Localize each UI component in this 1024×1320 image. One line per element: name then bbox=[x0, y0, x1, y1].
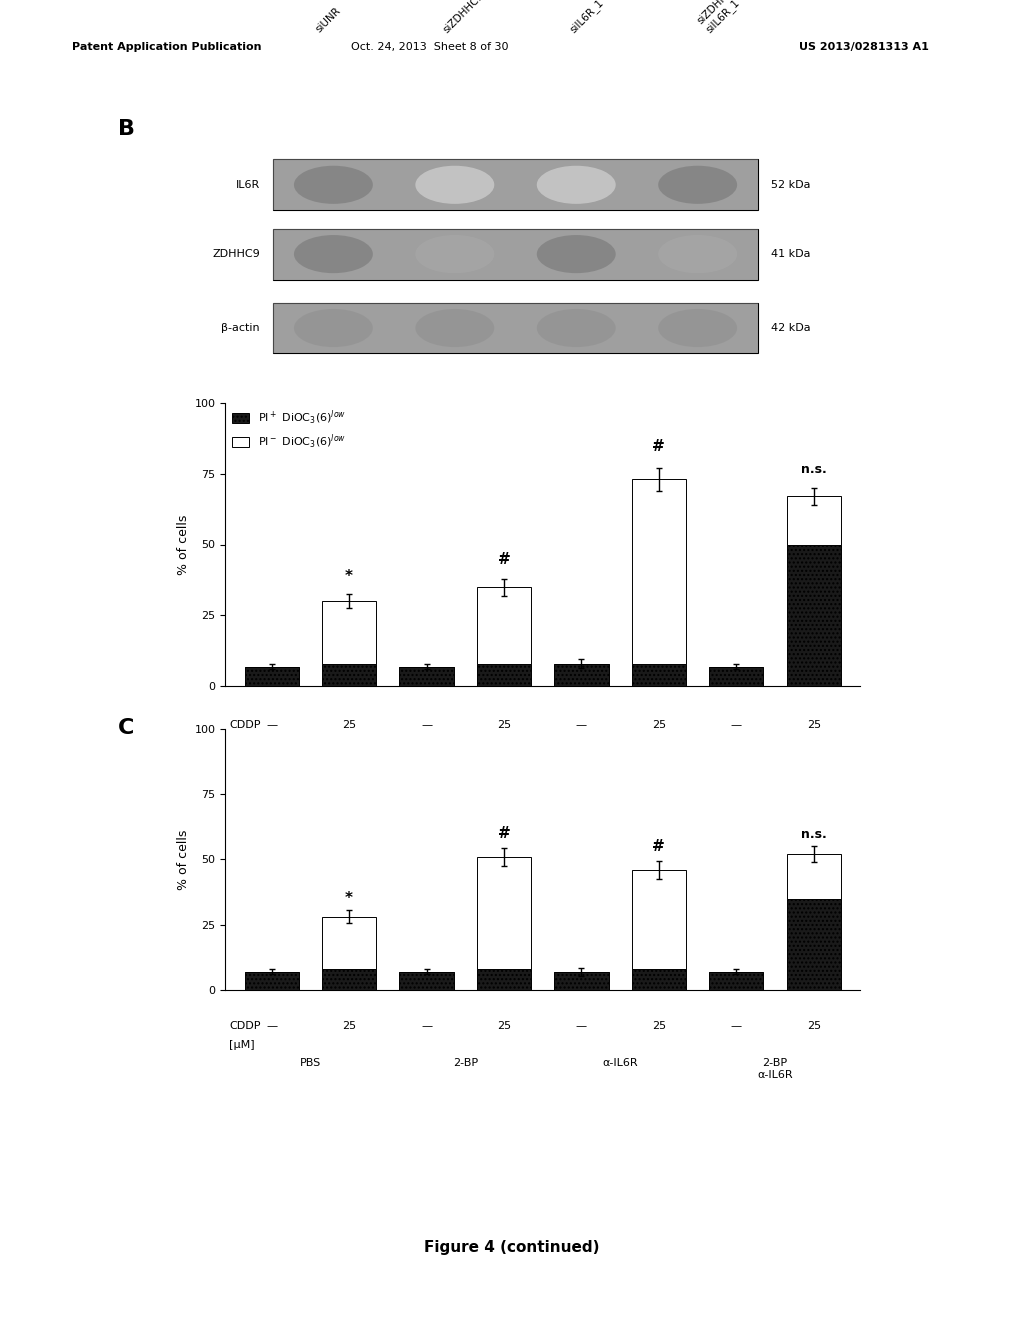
Text: —: — bbox=[421, 721, 432, 730]
Bar bbox=[323, 917, 376, 969]
Ellipse shape bbox=[658, 166, 737, 203]
Text: —: — bbox=[421, 1022, 432, 1031]
Text: B: B bbox=[118, 119, 135, 139]
Text: —: — bbox=[266, 1022, 278, 1031]
Text: siZDHHC9: siZDHHC9 bbox=[437, 760, 494, 770]
Bar bbox=[632, 870, 686, 969]
Text: *: * bbox=[345, 891, 353, 907]
Text: Patent Application Publication: Patent Application Publication bbox=[72, 42, 261, 53]
Text: —: — bbox=[731, 721, 741, 730]
Text: 25: 25 bbox=[807, 721, 821, 730]
Text: *: * bbox=[345, 569, 353, 585]
Text: C: C bbox=[118, 718, 134, 738]
Text: 25: 25 bbox=[342, 721, 356, 730]
Text: 25: 25 bbox=[652, 1022, 666, 1031]
Text: #: # bbox=[498, 826, 510, 841]
Bar bbox=[272, 228, 759, 280]
Text: IL6R: IL6R bbox=[236, 180, 260, 190]
Bar bbox=[477, 587, 531, 664]
Text: β-actin: β-actin bbox=[221, 323, 260, 333]
Ellipse shape bbox=[658, 309, 737, 347]
Text: siIL6R: siIL6R bbox=[603, 760, 637, 770]
Legend: PI$^+$ DiOC$_3$(6)$^{low}$, PI$^-$ DiOC$_3$(6)$^{low}$: PI$^+$ DiOC$_3$(6)$^{low}$, PI$^-$ DiOC$… bbox=[227, 405, 350, 455]
Bar bbox=[272, 302, 759, 354]
Ellipse shape bbox=[294, 235, 373, 273]
Bar bbox=[786, 899, 841, 990]
Ellipse shape bbox=[658, 235, 737, 273]
Bar bbox=[632, 479, 686, 664]
Text: n.s.: n.s. bbox=[801, 828, 826, 841]
Bar bbox=[786, 496, 841, 544]
Bar bbox=[272, 228, 759, 280]
Bar bbox=[786, 544, 841, 686]
Bar bbox=[477, 969, 531, 990]
Bar bbox=[399, 972, 454, 990]
Bar bbox=[554, 664, 608, 686]
Y-axis label: % of cells: % of cells bbox=[177, 829, 190, 890]
Ellipse shape bbox=[416, 166, 495, 203]
Bar bbox=[245, 667, 299, 686]
Text: 25: 25 bbox=[342, 1022, 356, 1031]
Bar bbox=[272, 302, 759, 354]
Text: CDDP: CDDP bbox=[229, 1022, 261, 1031]
Text: 25: 25 bbox=[652, 721, 666, 730]
Ellipse shape bbox=[294, 309, 373, 347]
Bar bbox=[710, 972, 763, 990]
Bar bbox=[632, 969, 686, 990]
Text: α-IL6R: α-IL6R bbox=[602, 1057, 638, 1068]
Text: 42 kDa: 42 kDa bbox=[771, 323, 811, 333]
Text: #: # bbox=[652, 438, 666, 454]
Text: [μM]: [μM] bbox=[229, 741, 255, 750]
Ellipse shape bbox=[294, 166, 373, 203]
Text: n.s.: n.s. bbox=[801, 463, 826, 477]
Bar bbox=[272, 160, 759, 210]
Bar bbox=[632, 664, 686, 686]
Text: 25: 25 bbox=[807, 1022, 821, 1031]
Text: siZDHHC9_1
siIL6R_1: siZDHHC9_1 siIL6R_1 bbox=[695, 0, 758, 34]
Ellipse shape bbox=[537, 309, 615, 347]
Text: Figure 4 (continued): Figure 4 (continued) bbox=[424, 1239, 600, 1255]
Text: 41 kDa: 41 kDa bbox=[771, 249, 811, 259]
Ellipse shape bbox=[537, 166, 615, 203]
Ellipse shape bbox=[416, 235, 495, 273]
Bar bbox=[245, 972, 299, 990]
Text: [μM]: [μM] bbox=[229, 1040, 255, 1049]
Bar bbox=[477, 664, 531, 686]
Bar bbox=[323, 602, 376, 664]
Text: US 2013/0281313 A1: US 2013/0281313 A1 bbox=[799, 42, 929, 53]
Text: 25: 25 bbox=[497, 721, 511, 730]
Text: PBS: PBS bbox=[300, 1057, 322, 1068]
Text: 2-BP
α-IL6R: 2-BP α-IL6R bbox=[757, 1057, 793, 1080]
Text: 52 kDa: 52 kDa bbox=[771, 180, 811, 190]
Ellipse shape bbox=[537, 235, 615, 273]
Bar bbox=[272, 160, 759, 210]
Text: 25: 25 bbox=[497, 1022, 511, 1031]
Bar bbox=[323, 969, 376, 990]
Text: 2-BP: 2-BP bbox=[453, 1057, 478, 1068]
Bar bbox=[399, 667, 454, 686]
Bar bbox=[554, 972, 608, 990]
Text: siUNR: siUNR bbox=[294, 760, 327, 770]
Text: —: — bbox=[575, 1022, 587, 1031]
Text: —: — bbox=[575, 721, 587, 730]
Y-axis label: % of cells: % of cells bbox=[177, 515, 190, 574]
Bar bbox=[786, 854, 841, 899]
Text: —: — bbox=[731, 1022, 741, 1031]
Bar bbox=[477, 857, 531, 969]
Text: CDDP: CDDP bbox=[229, 721, 261, 730]
Text: #: # bbox=[652, 840, 666, 854]
Text: siZDHHC9
siIL6R: siZDHHC9 siIL6R bbox=[746, 760, 803, 781]
Text: —: — bbox=[266, 721, 278, 730]
Text: siIL6R_1: siIL6R_1 bbox=[568, 0, 606, 34]
Text: ZDHHC9: ZDHHC9 bbox=[212, 249, 260, 259]
Text: siUNR: siUNR bbox=[314, 5, 343, 34]
Text: Oct. 24, 2013  Sheet 8 of 30: Oct. 24, 2013 Sheet 8 of 30 bbox=[351, 42, 509, 53]
Bar bbox=[323, 664, 376, 686]
Text: #: # bbox=[498, 552, 510, 568]
Text: siZDHHC9_1: siZDHHC9_1 bbox=[441, 0, 495, 34]
Bar bbox=[710, 667, 763, 686]
Ellipse shape bbox=[416, 309, 495, 347]
